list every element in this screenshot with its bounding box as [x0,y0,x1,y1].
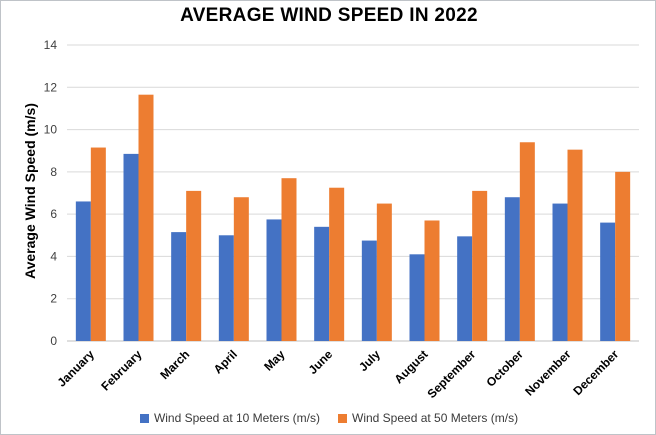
y-tick-label: 6 [50,207,57,221]
bar-series-2-march [186,190,202,341]
x-tick-label: March [157,347,192,382]
bar-series-2-june [329,187,345,341]
chart-plot: 0 2 4 6 8 10 12 14 January February March April May… [44,38,639,401]
legend: Wind Speed at 10 Meters (m/s) Wind Speed… [1,411,656,425]
x-tick-label: February [98,347,144,393]
bar-series-1-april [218,235,234,341]
bar-series-2-april [233,197,249,341]
x-tick-label: December [570,347,621,398]
bars [75,94,631,341]
legend-item-series-2: Wind Speed at 50 Meters (m/s) [338,411,518,425]
x-tick-label: April [211,347,240,376]
gridlines [67,44,639,342]
legend-item-series-1: Wind Speed at 10 Meters (m/s) [139,411,320,425]
bar-series-1-november [552,203,568,341]
legend-label-series-1: Wind Speed at 10 Meters (m/s) [153,411,320,425]
x-tick-label: May [261,347,288,374]
bar-series-1-february [123,153,139,341]
bar-series-2-august [424,220,440,341]
y-tick-labels: 0 2 4 6 8 10 12 14 [44,38,58,348]
bar-series-1-may [266,219,282,341]
bar-series-1-january [75,201,91,341]
bar-series-2-december [615,171,631,341]
x-tick-label: November [522,347,574,399]
y-tick-label: 12 [44,80,58,94]
y-tick-label: 2 [50,292,57,306]
bar-series-1-september [457,236,473,341]
x-tick-label: June [306,347,336,377]
legend-swatch-series-2 [338,413,347,423]
bar-series-1-october [504,197,520,341]
bar-series-2-july [376,203,392,341]
bar-series-2-january [90,147,106,341]
bar-series-2-november [567,149,583,341]
bar-series-2-september [472,190,488,341]
legend-label-series-2: Wind Speed at 50 Meters (m/s) [352,411,519,425]
y-tick-label: 0 [50,334,57,348]
y-tick-label: 14 [44,38,58,52]
x-tick-label: January [55,347,98,390]
bar-series-2-october [519,142,535,341]
bar-series-2-february [138,94,154,341]
x-tick-label: August [391,347,430,386]
y-tick-label: 10 [44,123,58,137]
x-tick-label: October [484,347,527,390]
bar-series-1-june [314,226,330,341]
bar-series-1-august [409,254,425,341]
legend-swatch-series-1 [139,413,149,423]
bar-series-2-may [281,178,297,341]
chart-title: AVERAGE WIND SPEED IN 2022 [180,5,478,26]
bar-series-1-december [600,222,616,341]
x-tick-label: September [425,347,479,401]
bar-series-1-july [361,240,377,341]
bar-series-1-march [171,232,187,341]
x-tick-label: July [356,347,383,374]
y-tick-label: 4 [50,249,57,263]
y-tick-label: 8 [50,165,57,179]
x-tick-labels: January February March April May June July Augu… [55,347,622,401]
